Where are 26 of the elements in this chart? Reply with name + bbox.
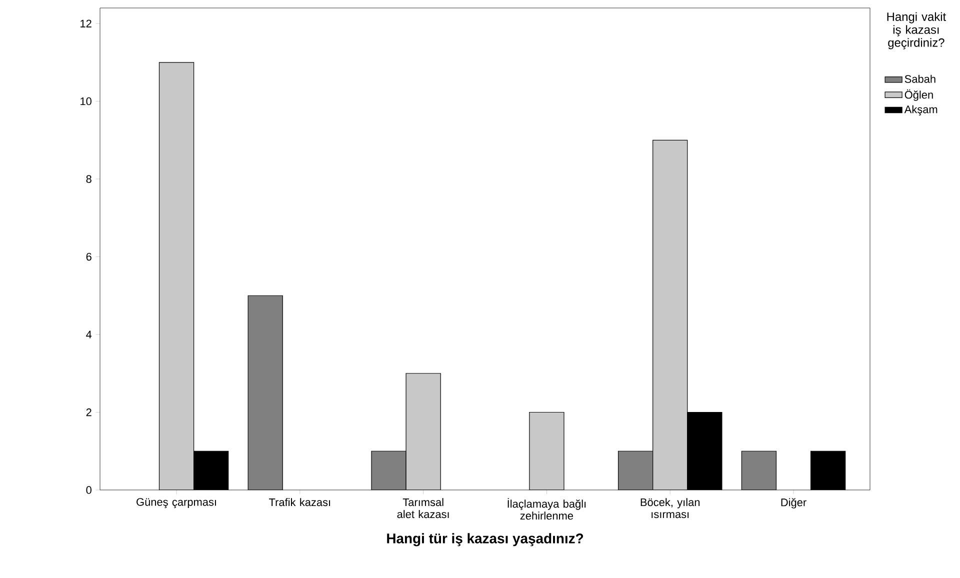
x-tick-label: Trafik kazası	[269, 498, 330, 506]
legend-label: Sabah	[904, 74, 936, 83]
bar	[248, 295, 283, 490]
legend-label: Öğlen	[904, 89, 933, 101]
bar	[618, 450, 654, 490]
bar	[406, 373, 441, 490]
y-tick-label: 6	[86, 252, 92, 261]
y-tick-label: 2	[86, 408, 92, 416]
y-tick-label: 4	[86, 330, 92, 338]
x-tick-label: İlaçlamaya bağlı zehirlenme	[508, 498, 586, 520]
y-tick-label: 12	[80, 20, 92, 28]
legend-title: Hangi vakit iş kazası geçirdiniz?	[887, 12, 946, 50]
bar	[741, 450, 777, 490]
y-tick-label: 8	[86, 175, 92, 183]
y-tick-label: 0	[86, 486, 92, 494]
legend-label: Akşam	[904, 105, 938, 116]
bar	[652, 140, 688, 490]
x-tick-label: Güneş çarpması	[136, 498, 216, 508]
bar	[529, 412, 564, 490]
x-tick-label: Diğer	[781, 498, 806, 508]
x-tick-label: Tarımsal alet kazası	[397, 498, 449, 518]
bar	[371, 450, 406, 490]
x-axis-title: Hangi tür iş kazası yaşadınız?	[387, 533, 584, 546]
x-tick-label: Böcek, yılan ısırması	[640, 498, 700, 518]
y-tick-label: 10	[80, 97, 92, 106]
bar	[158, 62, 194, 490]
